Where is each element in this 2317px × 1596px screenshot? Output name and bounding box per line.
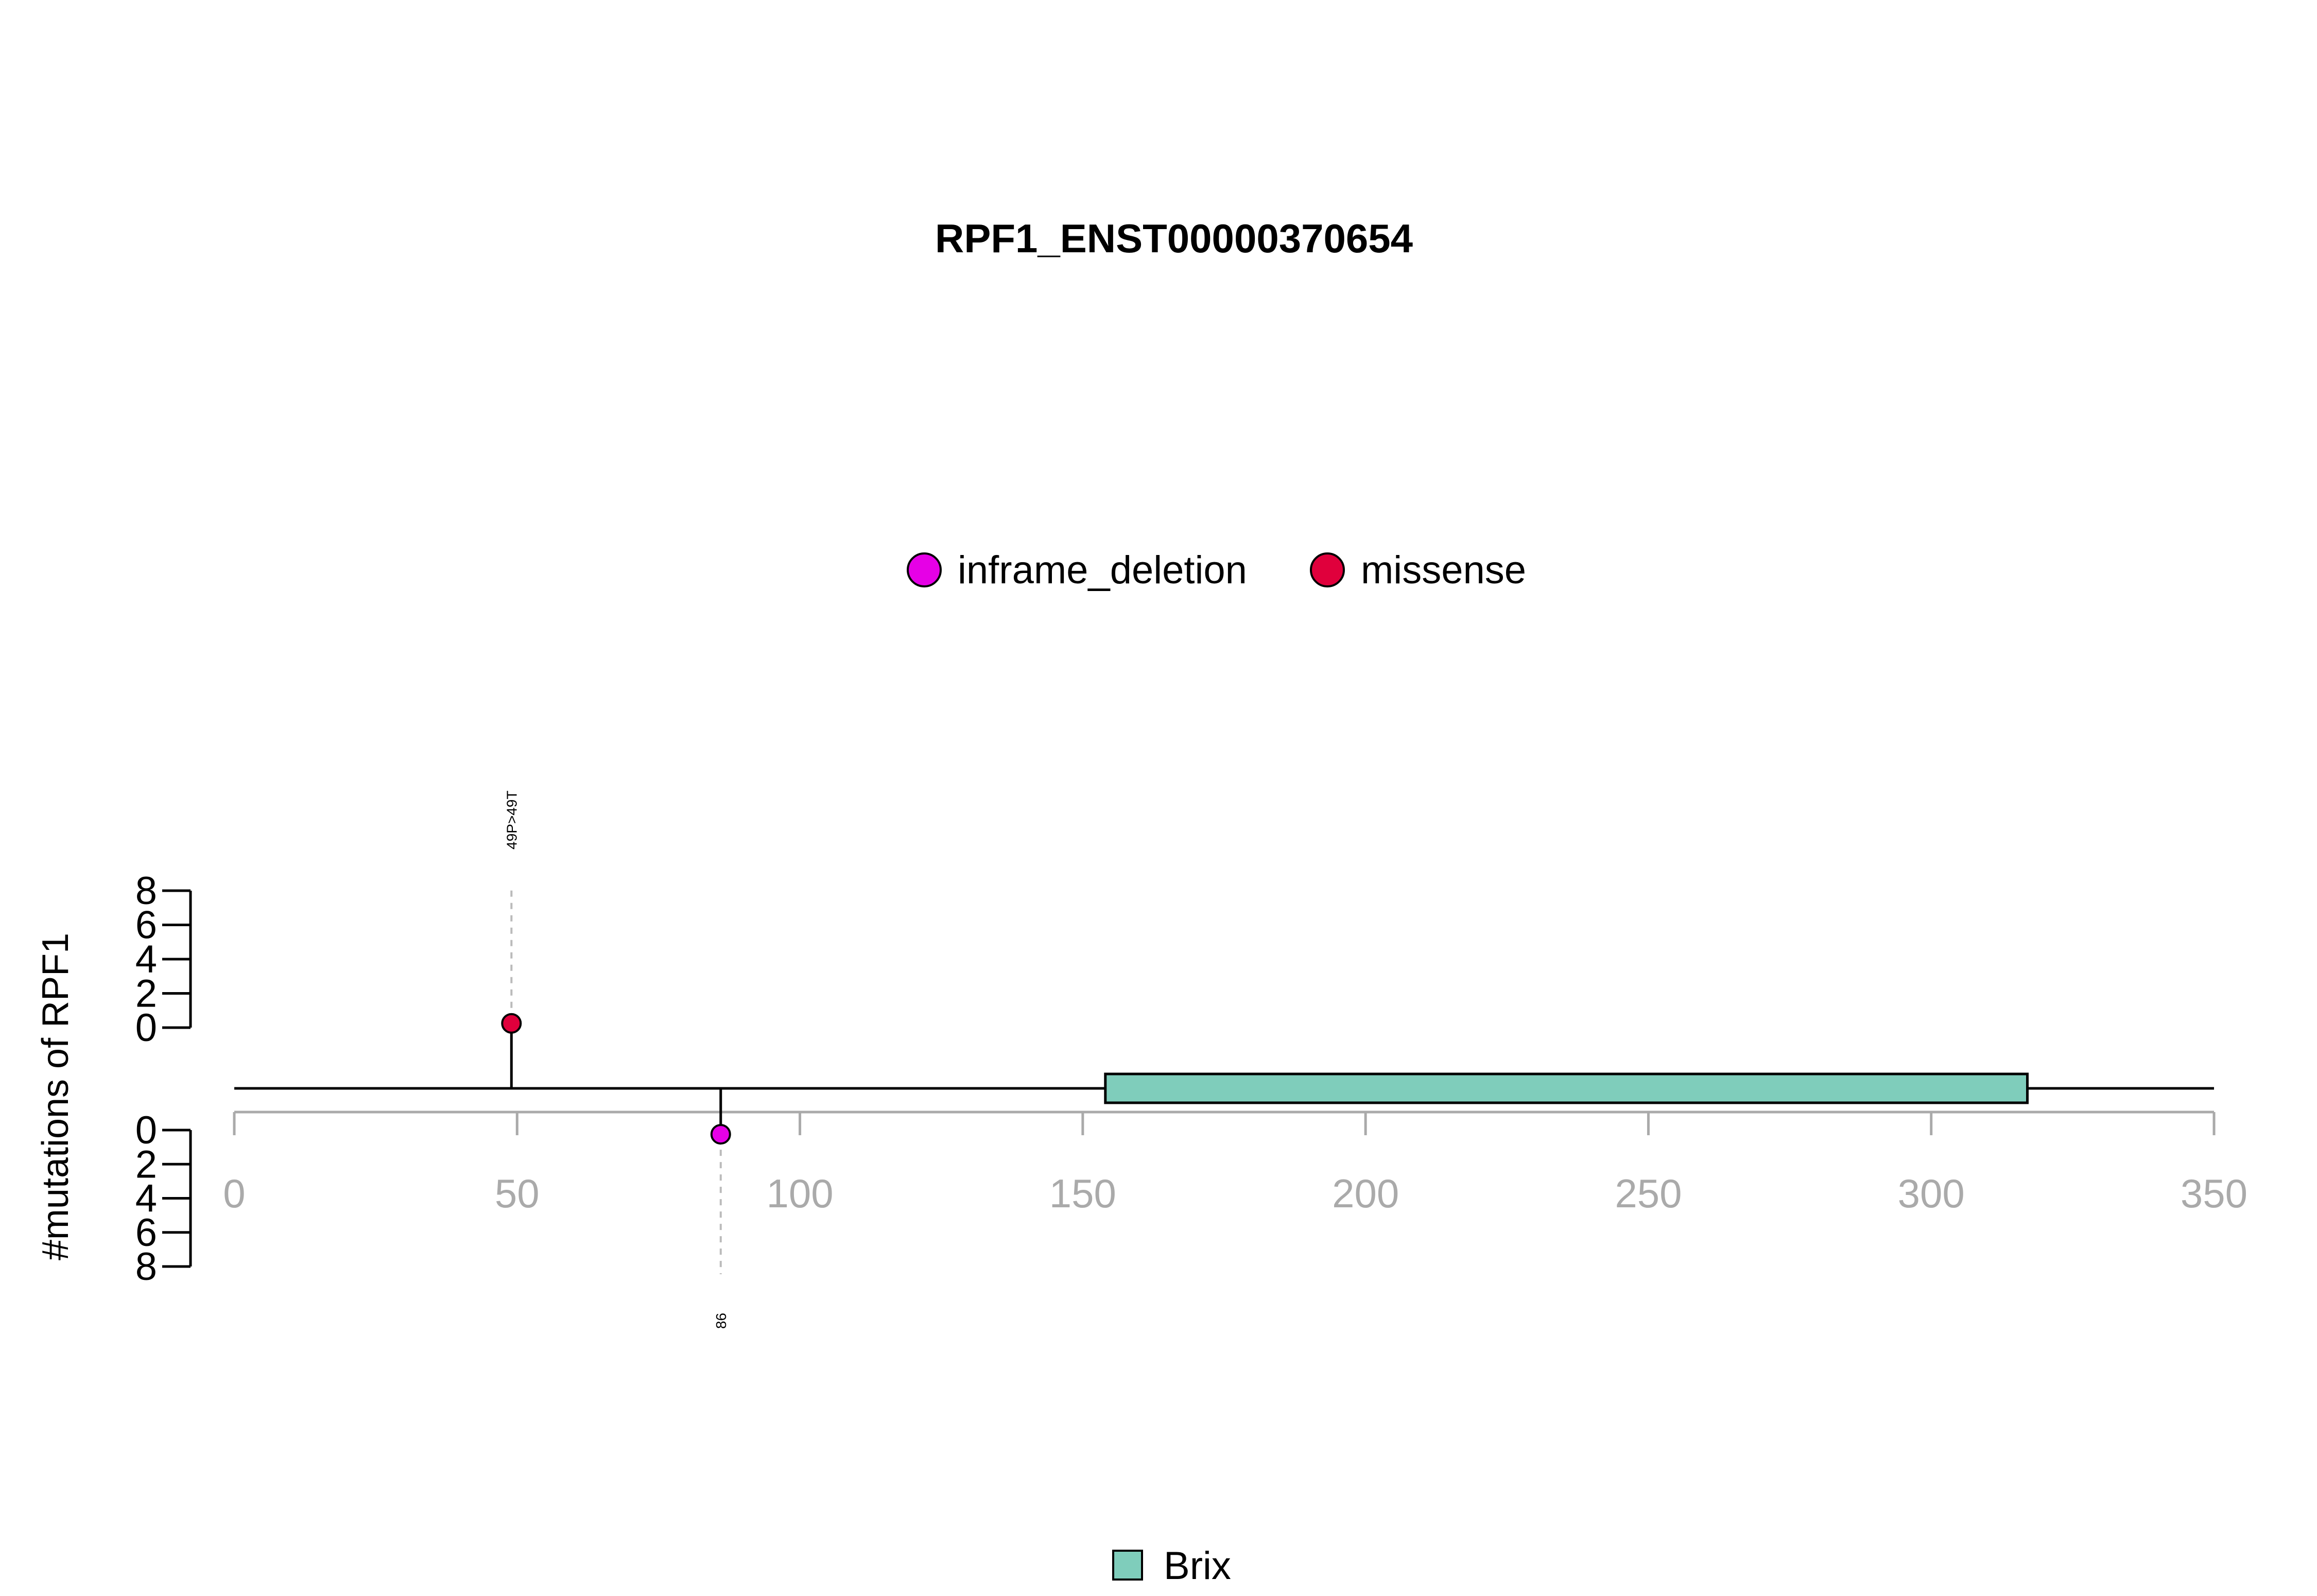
legend-label-missense: missense — [1361, 548, 1526, 592]
domain-legend: Brix — [1112, 1544, 1231, 1588]
y-axis-top-tick-label: 4 — [135, 938, 157, 981]
x-axis: 0 50 100 150 200 250 300 350 — [223, 1111, 2247, 1216]
mutation-point — [501, 1013, 522, 1034]
mutation-layer: 49P>49T 86 — [501, 791, 731, 1329]
y-axis-bottom-tick-label: 2 — [135, 1142, 157, 1186]
x-axis-tick-label: 250 — [1615, 1171, 1682, 1216]
legend-marker-missense — [1310, 552, 1345, 587]
chart-title: RPF1_ENST00000370654 — [935, 216, 1413, 261]
y-axis-top-tick-label: 2 — [135, 972, 157, 1016]
x-axis-tick-label: 150 — [1049, 1171, 1116, 1216]
x-axis-tick-label: 200 — [1332, 1171, 1399, 1216]
y-axis-bottom-tick-label: 4 — [135, 1177, 157, 1221]
mutation-point — [710, 1124, 731, 1145]
mutation-label: 86 — [713, 1313, 729, 1329]
x-axis-tick-label: 350 — [2181, 1171, 2247, 1216]
mutation-type-legend: inframe_deletion missense — [907, 548, 1526, 592]
x-axis-tick-label: 300 — [1898, 1171, 1965, 1216]
x-axis-tick-label: 0 — [223, 1171, 245, 1216]
y-axis-bottom-tick-label: 0 — [135, 1108, 157, 1152]
domain-legend-label: Brix — [1164, 1544, 1231, 1588]
y-axis-bottom-tick-label: 8 — [135, 1245, 157, 1289]
y-axis-top-tick-label: 0 — [135, 1006, 157, 1050]
domain-layer — [1104, 1072, 2029, 1104]
x-axis-tick-label: 50 — [495, 1171, 540, 1216]
y-axis-label: #mutations of RPF1 — [35, 933, 76, 1260]
legend-label-inframe_deletion: inframe_deletion — [958, 548, 1247, 592]
mutation-label: 49P>49T — [504, 791, 520, 849]
y-axis-top-tick-label: 6 — [135, 904, 157, 947]
x-axis-tick-label: 100 — [767, 1171, 834, 1216]
domain-Brix — [1104, 1072, 2029, 1104]
legend-marker-inframe_deletion — [907, 552, 942, 587]
y-axis-bottom-tick-label: 6 — [135, 1211, 157, 1255]
y-axis-top-tick-label: 8 — [135, 869, 157, 913]
domain-legend-swatch — [1112, 1550, 1143, 1581]
